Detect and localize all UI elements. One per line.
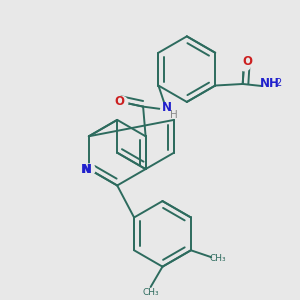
Text: O: O (115, 95, 125, 108)
Text: CH₃: CH₃ (142, 288, 159, 297)
Text: N: N (162, 101, 172, 114)
Text: 2: 2 (275, 78, 282, 88)
Text: CH₃: CH₃ (210, 254, 226, 263)
Text: N: N (82, 163, 92, 176)
Text: NH: NH (260, 77, 280, 90)
Text: O: O (242, 55, 252, 68)
Text: H: H (170, 110, 178, 120)
Text: N: N (81, 163, 91, 176)
